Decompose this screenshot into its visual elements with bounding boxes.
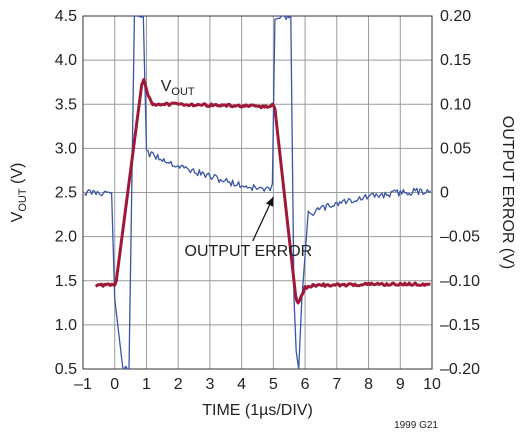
right-tick-label: 0.10: [440, 96, 471, 113]
vout-annotation: VOUT: [161, 78, 195, 98]
output-error-annotation: OUTPUT ERROR: [185, 243, 313, 260]
right-tick-labels: –0.20 –0.15 –0.10 –0.05 0 0.05 0.10 0.15 0.20: [440, 8, 480, 378]
x-tick-label: 8: [364, 376, 373, 393]
vout-series-line: [94, 78, 431, 305]
left-tick-label: 2.0: [55, 229, 77, 246]
figure-code: 1999 G21: [394, 420, 438, 431]
x-tick-label: 4: [237, 376, 246, 393]
left-tick-label: 1.0: [55, 317, 77, 334]
vout-annotation-main: V: [161, 78, 172, 95]
plot-frame: [82, 15, 433, 370]
x-tick-label: –1: [74, 376, 92, 393]
left-y-axis-label: VOUT (V): [9, 163, 29, 223]
x-tick-label: 1: [142, 376, 151, 393]
left-tick-label: 2.5: [55, 185, 77, 202]
annotation-arrow: [252, 196, 274, 242]
left-y-axis-label-unit: (V): [9, 163, 26, 189]
left-y-axis-label-main: V: [9, 211, 26, 222]
x-tick-label: 7: [332, 376, 341, 393]
x-tick-label: 6: [301, 376, 310, 393]
x-tick-label: 9: [396, 376, 405, 393]
x-axis-label: TIME (1µs/DIV): [202, 402, 313, 419]
grid: [82, 15, 433, 370]
arrow-head: [265, 196, 274, 207]
right-tick-label: –0.10: [440, 273, 480, 290]
x-tick-label: 0: [110, 376, 119, 393]
x-tick-label: 3: [205, 376, 214, 393]
left-tick-labels: 0.5 1.0 1.5 2.0 2.5 3.0 3.5 4.0 4.5: [55, 8, 77, 378]
right-tick-label: 0.15: [440, 52, 471, 69]
vout-annotation-subscript: OUT: [171, 86, 195, 98]
right-y-axis-label: OUTPUT ERROR (V): [499, 116, 516, 269]
right-tick-label: 0: [440, 185, 449, 202]
right-tick-label: –0.20: [440, 361, 480, 378]
x-tick-label: 10: [423, 376, 441, 393]
left-tick-label: 0.5: [55, 361, 77, 378]
left-tick-label: 3.0: [55, 140, 77, 157]
right-tick-label: –0.15: [440, 317, 480, 334]
right-tick-label: 0.05: [440, 140, 471, 157]
left-tick-label: 4.0: [55, 52, 77, 69]
left-tick-label: 4.5: [55, 8, 77, 25]
right-tick-label: –0.05: [440, 229, 480, 246]
left-y-axis-label-subscript: OUT: [17, 188, 29, 212]
x-tick-labels: –1 0 1 2 3 4 5 6 7 8 9 10: [74, 376, 441, 393]
x-tick-label: 2: [174, 376, 183, 393]
x-tick-label: 5: [269, 376, 278, 393]
left-tick-label: 1.5: [55, 273, 77, 290]
series-layer: [84, 15, 431, 370]
left-tick-label: 3.5: [55, 96, 77, 113]
right-tick-label: 0.20: [440, 8, 471, 25]
output-error-series-line: [84, 15, 431, 370]
